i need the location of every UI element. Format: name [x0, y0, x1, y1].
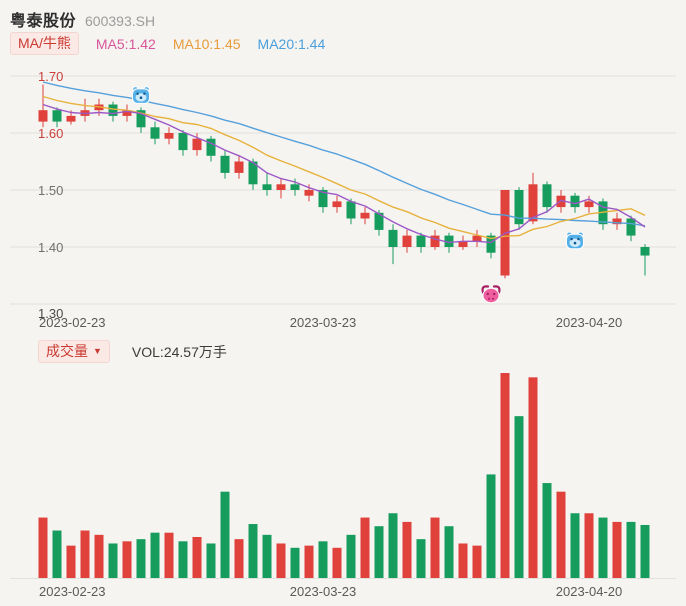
ma20-line: [42, 81, 646, 227]
signal-markers[interactable]: [132, 86, 584, 304]
ma20-readout: MA20:1.44: [257, 35, 326, 52]
bear-badge-icon[interactable]: [566, 231, 584, 250]
volume-mode-chip[interactable]: 成交量 ▼: [38, 340, 110, 363]
ma10-line: [42, 95, 646, 240]
price-tick-label: 1.50: [38, 183, 64, 198]
volume-readout: VOL:24.57万手: [131, 343, 227, 360]
price-tick-label: 1.40: [38, 240, 64, 255]
date-tick-label: 2023-03-23: [289, 584, 357, 599]
volume-toolbar: 成交量 ▼ VOL:24.57万手: [38, 340, 227, 363]
date-tick-label: 2023-04-20: [555, 315, 623, 330]
stock-code: 600393.SH: [85, 13, 156, 29]
date-tick-label: 2023-03-23: [289, 315, 357, 330]
price-tick-label: 1.60: [38, 126, 64, 141]
ma-mode-chip[interactable]: MA/牛熊: [10, 32, 79, 55]
ma5-line: [42, 103, 646, 244]
indicator-bar: MA/牛熊 MA5:1.42 MA10:1.45 MA20:1.44: [10, 32, 325, 55]
volume-chip-label: 成交量: [46, 343, 88, 359]
volume-bars-layer: [38, 373, 650, 578]
date-tick-label: 2023-02-23: [39, 584, 106, 599]
bear-badge-icon[interactable]: [132, 86, 150, 104]
date-tick-label: 2023-04-20: [555, 584, 623, 599]
date-tick-label: 2023-02-23: [39, 315, 106, 330]
price-tick-label: 1.70: [38, 69, 64, 84]
bull-badge-icon[interactable]: [481, 285, 501, 304]
stock-name: 粤泰股份: [10, 13, 77, 30]
header: 粤泰股份 600393.SH: [10, 7, 155, 31]
price-tick-label: 1.30: [38, 306, 64, 321]
grid-lines: [10, 75, 676, 579]
ma10-readout: MA10:1.45: [172, 35, 241, 52]
dropdown-arrow-icon: ▼: [93, 346, 102, 356]
candles-layer: [38, 84, 650, 279]
ma5-readout: MA5:1.42: [95, 35, 156, 52]
